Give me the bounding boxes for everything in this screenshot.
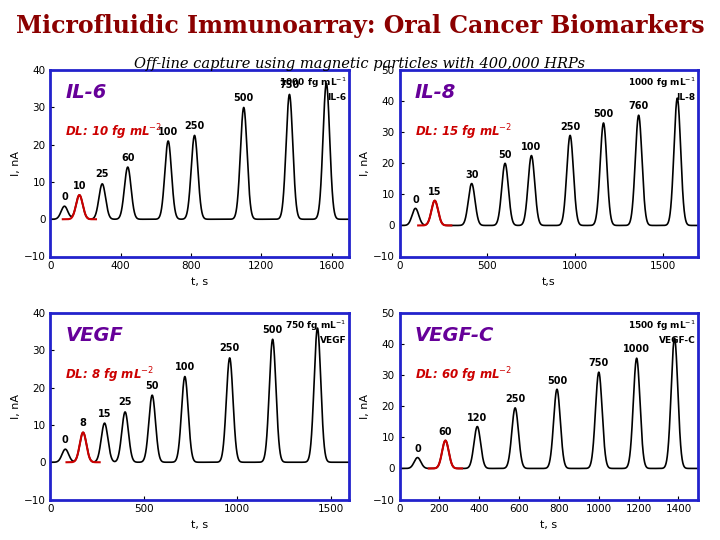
Text: 120: 120 bbox=[467, 413, 487, 423]
Text: 250: 250 bbox=[184, 121, 204, 131]
Text: 100: 100 bbox=[521, 142, 541, 152]
Text: 30: 30 bbox=[465, 170, 478, 180]
Text: DL: 15 fg mL$^{-2}$: DL: 15 fg mL$^{-2}$ bbox=[415, 123, 512, 142]
Y-axis label: I, nA: I, nA bbox=[360, 394, 370, 419]
Text: Off-line capture using magnetic particles with 400,000 HRPs: Off-line capture using magnetic particle… bbox=[135, 57, 585, 71]
Text: 0: 0 bbox=[62, 435, 68, 445]
Text: DL: 60 fg mL$^{-2}$: DL: 60 fg mL$^{-2}$ bbox=[415, 366, 512, 385]
X-axis label: t, s: t, s bbox=[192, 277, 208, 287]
Text: VEGF: VEGF bbox=[66, 326, 123, 345]
Text: Microfluidic Immunoarray: Oral Cancer Biomarkers: Microfluidic Immunoarray: Oral Cancer Bi… bbox=[16, 14, 704, 37]
Text: VEGF-C: VEGF-C bbox=[415, 326, 494, 345]
Text: 1000 fg mL$^{-1}$
IL-6: 1000 fg mL$^{-1}$ IL-6 bbox=[279, 76, 346, 102]
Text: 1000 fg mL$^{-1}$
IL-8: 1000 fg mL$^{-1}$ IL-8 bbox=[628, 76, 696, 102]
Text: 0: 0 bbox=[414, 444, 421, 454]
Text: 250: 250 bbox=[505, 394, 526, 404]
Y-axis label: I, nA: I, nA bbox=[360, 151, 370, 176]
Text: 25: 25 bbox=[118, 397, 132, 408]
Text: 500: 500 bbox=[593, 109, 613, 119]
Text: 60: 60 bbox=[438, 427, 452, 437]
Text: DL: 10 fg mL$^{-2}$: DL: 10 fg mL$^{-2}$ bbox=[66, 123, 163, 142]
Text: 750: 750 bbox=[279, 80, 300, 90]
Text: IL-6: IL-6 bbox=[66, 83, 107, 102]
Text: 500: 500 bbox=[547, 375, 567, 386]
Y-axis label: I, nA: I, nA bbox=[11, 394, 21, 419]
Text: 50: 50 bbox=[498, 150, 512, 160]
Text: 10: 10 bbox=[73, 180, 86, 191]
X-axis label: t,s: t,s bbox=[542, 277, 556, 287]
Text: 100: 100 bbox=[175, 362, 195, 372]
Text: 250: 250 bbox=[560, 122, 580, 132]
Text: 0: 0 bbox=[61, 192, 68, 202]
Text: 8: 8 bbox=[80, 418, 86, 428]
Text: 250: 250 bbox=[220, 343, 240, 354]
Text: 100: 100 bbox=[158, 126, 179, 137]
Text: 60: 60 bbox=[121, 153, 135, 163]
X-axis label: t, s: t, s bbox=[541, 520, 557, 530]
Text: 1500 fg mL$^{-1}$
VEGF-C: 1500 fg mL$^{-1}$ VEGF-C bbox=[628, 319, 696, 345]
Text: DL: 8 fg mL$^{-2}$: DL: 8 fg mL$^{-2}$ bbox=[66, 366, 154, 385]
Text: 500: 500 bbox=[233, 93, 254, 103]
Text: 500: 500 bbox=[263, 325, 283, 335]
Text: 50: 50 bbox=[145, 381, 159, 391]
Text: 25: 25 bbox=[96, 170, 109, 179]
Text: 15: 15 bbox=[428, 187, 441, 197]
Text: 760: 760 bbox=[629, 102, 649, 111]
Text: 0: 0 bbox=[412, 194, 419, 205]
Y-axis label: I, nA: I, nA bbox=[11, 151, 21, 176]
X-axis label: t, s: t, s bbox=[192, 520, 208, 530]
Text: IL-8: IL-8 bbox=[415, 83, 456, 102]
Text: 750: 750 bbox=[589, 359, 609, 368]
Text: 1000: 1000 bbox=[623, 345, 650, 354]
Text: 15: 15 bbox=[98, 409, 112, 419]
Text: 750 fg mL$^{-1}$
VEGF: 750 fg mL$^{-1}$ VEGF bbox=[285, 319, 346, 345]
